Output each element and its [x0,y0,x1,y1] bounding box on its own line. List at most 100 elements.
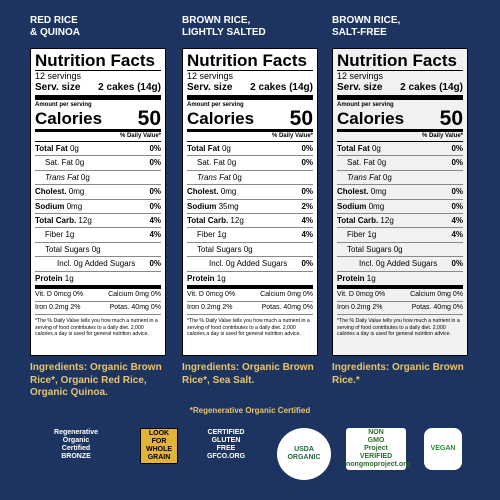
logo-text: VERIFIED [359,453,393,460]
logo-text: BRONZE [61,453,91,460]
nutrient-label: Total Fat [35,144,68,153]
nutrient-dv: 0% [301,144,313,153]
nutrient-dv: 0% [149,187,161,197]
vitamin: Potas. 40mg 0% [109,304,161,312]
ingredients: Ingredients: Organic Brown Rice*, Organi… [30,362,162,398]
vitamin: Iron 0.2mg 2% [187,304,233,312]
nutrient-amount: 0g [243,244,253,254]
vitamin: Calcium 0mg 0% [410,291,463,299]
nutrient-label: Sat. Fat [197,158,226,168]
nutrient-dv: 0% [451,144,463,153]
nutrient-label: Sat. Fat [45,158,74,168]
nutrient-amount: 0g [91,244,101,254]
certification-note: *Regenerative Organic Certified [189,406,311,415]
calories-label: Calories [337,109,405,128]
nutrient-label: Total Fat [187,144,220,153]
logo-text: GRAIN [147,454,171,461]
vitamin: Vit. D 0mcg 0% [35,291,84,299]
nutrition-title: Nutrition Facts [35,52,161,71]
nutrient-row: Cholest. 0mg 0% [337,185,463,200]
heading-line: BROWN RICE, [332,15,401,26]
nutrient-dv: 4% [301,216,313,226]
nutrient-row: Total Sugars 0g [337,243,463,258]
certification-logo: LOOK FOR WHOLE GRAIN [140,428,178,464]
serv-label: Serv. size [187,82,233,93]
nutrient-row: Total Carb. 12g 4% [35,214,161,229]
logo-text: GFCO.ORG [206,453,246,460]
logo-text: GMO [367,437,385,444]
nutrient-row: Sodium 35mg 2% [187,200,313,215]
nutrient-dv: 0% [301,187,313,197]
vitamin: Potas. 40mg 0% [261,304,313,312]
nutrient-amount: 12g [78,216,92,226]
vitamin-row: Iron 0.2mg 2% Potas. 40mg 0% [35,302,161,316]
nutrient-row: Sodium 0mg 0% [337,200,463,215]
panel-heading: BROWN RICE, SALT-FREE [332,15,468,39]
nutrient-amount: 1g [65,230,75,240]
nutrient-dv: 4% [451,230,463,240]
nutrient-name: Sodium 0mg [35,200,82,213]
nutrient-name: Cholest. 0mg [187,185,236,198]
nutrient-label: Trans Fat [197,172,231,182]
nutrient-row: Total Fat 0g 0% [187,142,313,157]
ingredients: Ingredients: Organic Brown Rice.* [332,362,464,386]
serv-value: 2 cakes (14g) [250,82,313,93]
nutrient-label: Total Carb. [187,216,229,226]
serving-size: Serv. size 2 cakes (14g) [187,82,313,100]
nutrient-row: Sat. Fat 0g 0% [337,156,463,171]
nutrient-amount: 12g [230,216,244,226]
nutrient-row: Protein 1g [35,272,161,290]
logo-text: Organic [62,437,90,444]
nutrient-name: Total Carb. 12g [187,214,244,227]
nutrient-row: Protein 1g [337,272,463,290]
nutrient-label: Incl. 0g Added Sugars [359,259,438,269]
amount-label: Amount per serving [187,102,244,108]
nutrient-name: Sat. Fat 0g [197,156,236,169]
nutrient-amount: 0g [382,172,392,182]
panel-heading: RED RICE & QUINOA [30,15,166,39]
nutrient-name: Total Sugars 0g [347,243,403,256]
nutrient-row: Total Carb. 12g 4% [187,214,313,229]
nutrient-label: Protein [187,273,215,283]
nutrient-row: Total Fat 0g 0% [35,142,161,157]
logo-text: USDA [294,446,314,453]
nutrient-amount: 0g [227,158,237,168]
servings: 12 servings [337,71,384,81]
dv-header: % Daily Value* [187,132,313,142]
nutrient-dv: 4% [451,216,463,226]
nutrient-amount: 0g [75,158,85,168]
nutrient-amount: 0mg [220,187,237,197]
nutrient-row: Total Carb. 12g 4% [337,214,463,229]
calories-value: 50 [137,107,161,130]
nutrient-amount: 0g [221,144,231,153]
nutrient-amount: 0g [232,172,242,182]
servings: 12 servings [35,71,82,81]
nutrient-label: Total Sugars [45,244,90,254]
logo-text: WHOLE [145,446,173,453]
nutrient-name: Incl. 0g Added Sugars [57,257,135,270]
logo-text: NON [368,429,384,436]
ingredients: Ingredients: Organic Brown Rice*, Sea Sa… [182,362,314,386]
amount-label: Amount per serving [35,102,92,108]
nutrient-label: Protein [35,273,63,283]
nutrient-row: Fiber 1g 4% [187,228,313,243]
nutrient-name: Trans Fat 0g [197,171,242,184]
nutrient-dv: 0% [451,187,463,197]
nutrient-label: Total Sugars [347,244,392,254]
dv-header: % Daily Value* [35,132,161,142]
calories-label: Calories [187,109,255,128]
nutrient-amount: 0g [371,144,381,153]
nutrient-row: Incl. 0g Added Sugars 0% [35,257,161,272]
nutrient-name: Total Carb. 12g [337,214,394,227]
nutrient-label: Trans Fat [347,172,381,182]
nutrient-row: Incl. 0g Added Sugars 0% [337,257,463,272]
nutrient-row: Sodium 0mg 0% [35,200,161,215]
logo-text: Regenerative [54,429,98,436]
heading-line: & QUINOA [30,27,80,38]
nutrient-dv: 0% [149,158,161,168]
nutrient-row: Incl. 0g Added Sugars 0% [187,257,313,272]
vitamin-row: Iron 0.2mg 2% Potas. 40mg 0% [187,302,313,316]
nutrient-label: Total Carb. [337,216,379,226]
calories-row: Calories 50 [337,108,463,132]
logo-text: LOOK FOR [148,430,170,445]
